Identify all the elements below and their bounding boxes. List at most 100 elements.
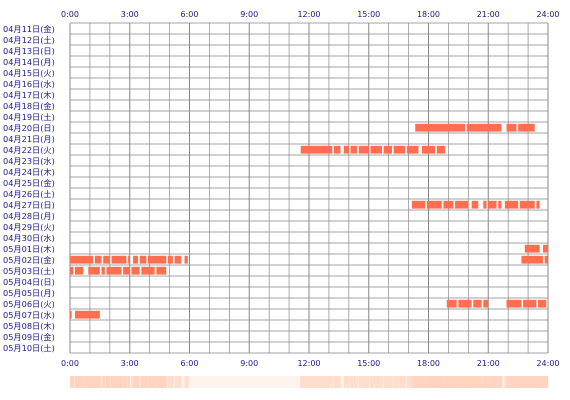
density-strip-segment (174, 376, 176, 388)
density-strip-segment (123, 376, 125, 388)
density-strip-segment (138, 376, 140, 388)
density-strip-segment (440, 376, 442, 388)
density-strip-segment (186, 376, 188, 388)
density-strip-segment (518, 376, 520, 388)
density-strip-segment (514, 376, 516, 388)
top-time-axis: 0:00 3:00 6:00 9:00 12:00 15:00 18:00 21:00 24:0… (61, 10, 560, 19)
density-strip-segment (106, 376, 109, 388)
density-strip-segment (362, 376, 364, 388)
density-strip-segment (142, 376, 144, 388)
density-strip-segment (176, 376, 178, 388)
density-strip-segment (487, 376, 489, 388)
density-strip-segment (450, 376, 452, 388)
top-tick-label: 6:00 (181, 10, 199, 19)
density-strip-segment (132, 376, 134, 388)
density-strip-segment (491, 376, 493, 388)
density-strip-segment (474, 376, 476, 388)
density-strip-segment (508, 376, 510, 388)
density-strip-segment (445, 376, 447, 388)
density-strip-segment (402, 376, 404, 388)
bottom-tick-label: 0:00 (61, 359, 79, 368)
row-date-label: 04月26日(土) (3, 189, 55, 199)
density-strip-segment (171, 376, 173, 388)
density-strip-segment (105, 376, 108, 388)
density-strip-segment (513, 376, 515, 388)
density-strip-segment (461, 376, 463, 388)
density-strip-segment (172, 376, 174, 388)
row-date-label: 05月05日(月) (3, 288, 55, 298)
density-strip-segment (433, 376, 435, 388)
density-strip-segment (317, 376, 320, 388)
row-date-label: 05月09日(金) (3, 332, 55, 342)
row-date-label: 04月19日(土) (3, 112, 55, 122)
density-strip-segment (157, 376, 159, 388)
density-strip-segment (473, 376, 475, 388)
density-strip-segment (466, 376, 468, 388)
density-strip-segment (164, 376, 166, 388)
density-strip-segment (334, 376, 337, 388)
density-strip-segment (400, 376, 402, 388)
density-strip-segment (349, 376, 352, 388)
density-strip-segment (93, 376, 96, 388)
density-strip-segment (139, 376, 141, 388)
density-strip-segment (454, 376, 456, 388)
activity-bar (523, 299, 537, 308)
density-strip-segment (78, 376, 81, 388)
density-strip-segment (175, 376, 177, 388)
density-strip-segment (330, 376, 333, 388)
density-strip-segment (414, 376, 416, 388)
density-strip-segment (459, 376, 461, 388)
activity-bar (421, 145, 436, 154)
bottom-tick-label: 12:00 (297, 359, 320, 368)
row-date-label: 04月12日(土) (3, 35, 55, 45)
density-strip-segment (74, 376, 77, 388)
density-strip-segment (158, 376, 160, 388)
density-strip-segment (126, 376, 128, 388)
activity-bar (70, 255, 94, 264)
density-strip-segment (410, 376, 412, 388)
density-strip-segment (532, 376, 534, 388)
density-strip-segment (111, 376, 114, 388)
density-strip-segment (107, 376, 110, 388)
density-strip-segment (110, 376, 113, 388)
density-strip-segment (145, 376, 147, 388)
density-strip-segment (155, 376, 157, 388)
density-strip-segment (543, 376, 545, 388)
density-strip-segment (467, 376, 469, 388)
activity-bar (358, 145, 369, 154)
top-tick-label: 18:00 (417, 10, 440, 19)
activity-bar (436, 145, 446, 154)
activity-bar (123, 266, 130, 275)
density-strip-segment (396, 376, 398, 388)
density-strip-segment (102, 376, 105, 388)
density-strip-segment (407, 376, 409, 388)
activity-bar (174, 255, 182, 264)
density-strip-segment (387, 376, 389, 388)
density-strip-segment (98, 376, 101, 388)
density-strip-segment (375, 376, 377, 388)
density-strip-segment (347, 376, 350, 388)
density-strip-segment (366, 376, 368, 388)
top-tick-label: 12:00 (297, 10, 320, 19)
density-strip-segment (305, 376, 307, 388)
density-strip-segment (360, 376, 362, 388)
density-strip-segment (315, 376, 318, 388)
density-strip-segment (116, 376, 118, 388)
density-strip-segment (91, 376, 94, 388)
density-strip-segment (338, 376, 341, 388)
density-strip-segment (479, 376, 481, 388)
density-strip-segment (483, 376, 485, 388)
activity-bar (506, 123, 517, 132)
density-strip-segment (353, 376, 356, 388)
density-strip-segment (73, 376, 76, 388)
density-strip-segment (103, 376, 106, 388)
activity-bar (74, 266, 84, 275)
activity-bar (133, 255, 139, 264)
density-strip-segment (492, 376, 494, 388)
density-strip-segment (434, 376, 436, 388)
density-strip-segment (303, 376, 305, 388)
density-strip-segment (306, 376, 308, 388)
density-strip-segment (536, 376, 538, 388)
density-strip-segment (177, 376, 179, 388)
activity-bar (446, 299, 457, 308)
